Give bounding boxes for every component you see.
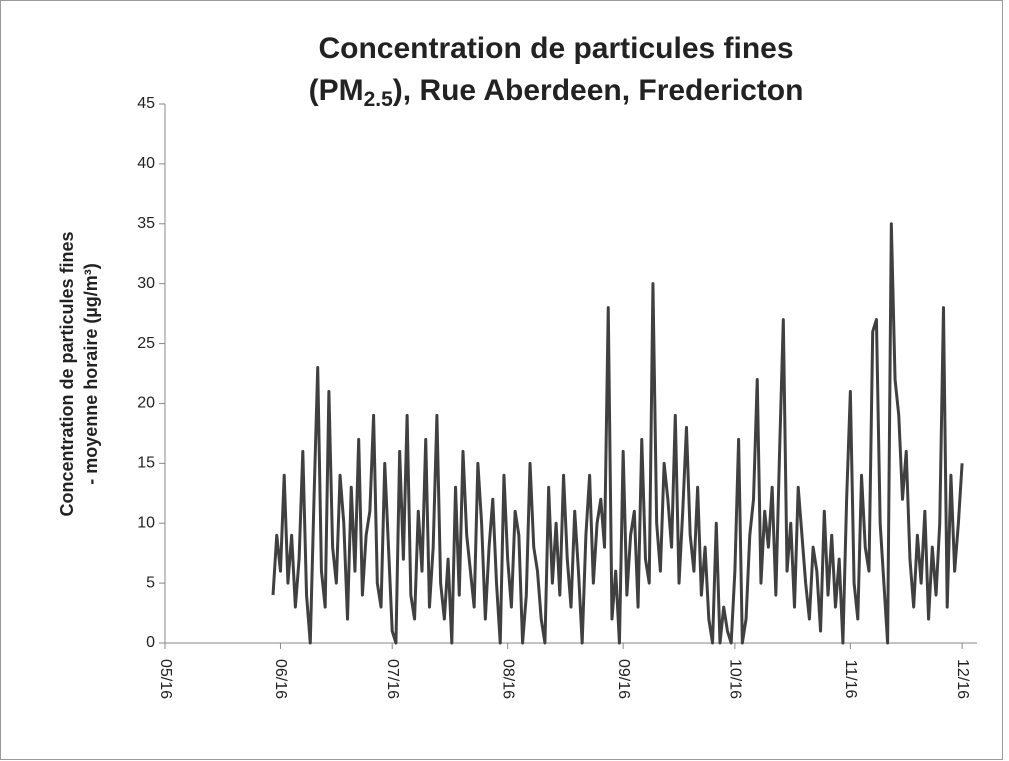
y-tick-label: 20 bbox=[137, 395, 155, 412]
data-line bbox=[271, 222, 964, 645]
x-tick-label: 07/16 bbox=[384, 659, 401, 699]
x-tick-label: 10/16 bbox=[727, 659, 744, 699]
y-tick-label: 40 bbox=[137, 155, 155, 172]
title-part: ), Rue Aberdeen, Fredericton bbox=[393, 74, 804, 107]
y-axis-label: Concentration de particules fines - moye… bbox=[57, 231, 101, 516]
title-part: (PM bbox=[309, 74, 364, 107]
y-tick-label: 35 bbox=[137, 215, 155, 232]
chart-title: Concentration de particules fines bbox=[318, 32, 793, 65]
y-tick-label: 30 bbox=[137, 275, 155, 292]
x-tick-label: 05/16 bbox=[157, 659, 174, 699]
chart-title-2: (PM2.5), Rue Aberdeen, Fredericton bbox=[309, 74, 804, 111]
y-tick-label: 10 bbox=[137, 514, 155, 531]
x-tick-label: 09/16 bbox=[615, 659, 632, 699]
y-label-line: - moyenne horaire (µg/m³) bbox=[81, 263, 101, 484]
x-tick-label: 11/16 bbox=[842, 660, 859, 699]
y-tick-label: 25 bbox=[137, 335, 155, 352]
title-subscript: 2.5 bbox=[364, 88, 394, 111]
y-tick-label: 45 bbox=[137, 95, 155, 112]
x-tick-label: 06/16 bbox=[272, 659, 289, 699]
y-label-line: Concentration de particules fines bbox=[57, 231, 77, 516]
y-tick-label: 5 bbox=[146, 574, 155, 591]
y-tick-label: 0 bbox=[146, 634, 155, 651]
y-tick-label: 15 bbox=[137, 455, 155, 472]
x-tick-label: 12/16 bbox=[954, 659, 971, 699]
x-tick-label: 08/16 bbox=[499, 659, 516, 699]
